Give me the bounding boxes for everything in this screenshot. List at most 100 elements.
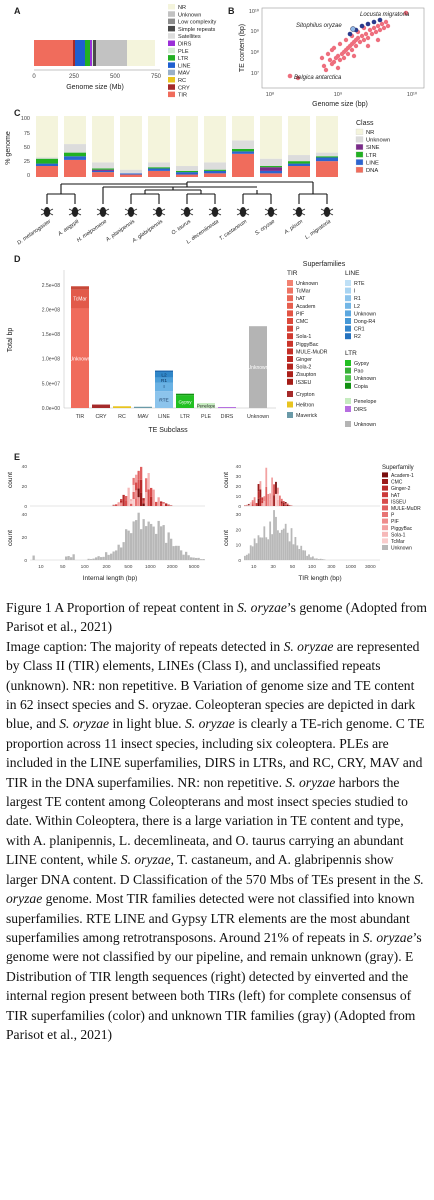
a-legend-label: RC [178,78,186,84]
e-hist-bar-unknown [278,532,281,560]
d-legend-swatch [345,367,351,374]
e-hist-bar-unknown [140,529,143,560]
scatter-point-belgica [287,73,293,79]
caption-species-1: S. oryzae [283,638,334,654]
b-xtick-1: 10⁹ [334,91,342,98]
c-bar-segment [64,156,86,160]
e-hist-bar-superfamily [257,484,260,492]
e-legend-label: PiggyBac [391,526,413,532]
scatter-point [351,53,357,59]
d-bar-ple [197,403,215,408]
d-legend-swatch [287,348,293,355]
e-hist-bar-superfamily [120,499,123,501]
c-bar-segment [316,152,338,157]
e-hist-bar-unknown [267,539,270,560]
bar-simple [93,40,96,66]
e-hist-bar-superfamily [261,500,264,504]
d-legend-swatch [345,360,351,366]
insect-icon-leg [152,208,166,216]
scatter-point-coleoptera [359,23,365,29]
c-bar-segment [176,172,198,175]
scatter-point [343,37,349,43]
e-hist-bar-superfamily [140,492,143,506]
c-bar-segment [204,169,226,171]
c-ytick-50: 50 [24,145,30,151]
e-hist-bar-superfamily [132,491,135,499]
scatter-point-coleoptera [347,31,353,37]
e-hist-bar-unknown [261,537,264,560]
c-bar-segment [260,166,282,168]
d-legend-swatch [345,398,351,404]
e-hist-bar-superfamily [160,503,163,506]
c-legend-swatch [355,136,364,143]
scatter-point [369,31,375,37]
b-xlabel: Genome size (bp) [312,101,368,108]
e-xtick: 1000 [346,564,357,570]
d-xtick-label: DIRS [221,414,234,420]
e-hist-bar-unknown [172,546,175,560]
a-legend-label: CRY [178,85,190,91]
d-legend-swatch [287,287,293,294]
c-bar-segment [92,168,114,170]
e-hist-bar-superfamily [137,479,140,489]
e-hist-bar-superfamily [122,494,125,506]
e-hist-bar-superfamily [275,481,277,494]
e-hist-bar-unknown [87,558,90,560]
e-hist-bar-unknown [160,526,163,560]
e-hist-bar-superfamily [286,503,289,505]
d-xtick-label: Unknown [247,414,269,420]
e-left-ylabel-bottom: count [7,530,14,546]
e-legend-label: MULE-MuDR [391,506,421,512]
e-hist-bar-unknown [296,545,299,560]
e-hist-bar-unknown [132,521,135,560]
d-legend-swatch [345,325,351,332]
c-bar-segment [36,116,58,158]
d-legend-swatch [287,401,293,408]
insect-icon-leg [264,208,278,216]
e-hist-bar-unknown [117,544,120,560]
e-legend-swatch [382,545,388,550]
e-xtick: 50 [290,564,296,570]
d-bar-line-other [155,370,173,373]
d-bar-label: Unknown [70,357,91,363]
d-legend-swatch [287,318,293,324]
e-hist-bar-superfamily [120,500,123,503]
d-bar-line-i [155,382,173,392]
e-legend: Academ-1CMCGinger-2hATISSEUMULE-MuDRPPIF… [382,472,421,552]
a-legend-label: LTR [178,56,188,62]
e-ytick: 0 [238,504,241,510]
scatter-point [375,23,381,29]
e-hist-bar-superfamily [162,503,165,505]
a-legend-swatch [168,25,175,32]
c-bar-segment [232,151,254,154]
a-legend-label: PLE [178,49,189,55]
e-xtick: 1000 [145,564,156,570]
e-hist-bar-unknown [137,512,140,560]
scatter-point [385,23,391,29]
c-bar-segment [204,173,226,177]
d-legend-swatch [345,375,351,382]
e-hist-bar-superfamily [152,489,155,506]
e-ytick: 40 [22,512,28,518]
d-bar-tir-tcmar [71,289,89,309]
c-stacked-bars [36,116,338,177]
d-bar-unknown [249,326,267,408]
c-ytick-75: 75 [24,131,30,137]
d-legend-label: RTE [354,281,365,287]
a-tick-500: 500 [110,74,121,80]
panel-letter-a: A [14,6,21,16]
e-hist-bar-superfamily [257,491,260,499]
e-hist-bar-superfamily [125,496,128,502]
d-legend-swatch [287,378,293,385]
e-ytick: 20 [22,484,28,490]
c-bar-segment [316,156,338,158]
scatter-point [367,27,373,33]
e-hist-bar-unknown [102,556,105,560]
e-hist-bar-superfamily [142,498,145,501]
e-hist-bar-superfamily [269,493,272,500]
c-legend-swatch [355,128,364,135]
e-hist-bar-superfamily [120,502,123,505]
c-bar-segment [92,162,114,169]
e-hist-bar-superfamily [130,499,133,502]
